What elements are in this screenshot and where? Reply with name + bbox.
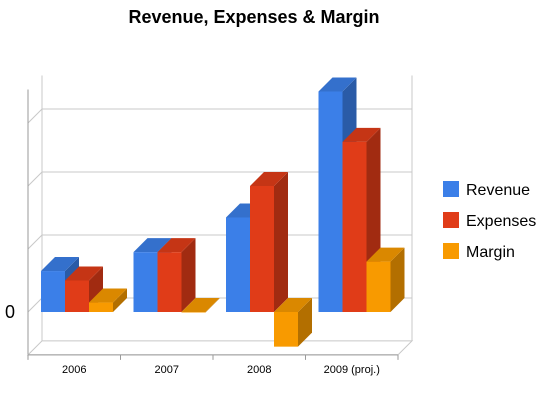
- bar-top: [318, 77, 357, 92]
- bar-front: [226, 217, 250, 312]
- legend-swatch: [443, 212, 459, 228]
- floor: [26, 340, 414, 356]
- bar-front: [250, 186, 274, 312]
- x-tick-label: 2007: [155, 364, 179, 376]
- axes: [26, 89, 414, 360]
- bar-top: [274, 298, 312, 312]
- bar-front: [181, 312, 206, 313]
- bar-front: [342, 141, 367, 312]
- bar: [157, 238, 196, 312]
- bar-side: [298, 298, 312, 347]
- chart-title: Revenue, Expenses & Margin: [128, 7, 379, 27]
- bar-side: [113, 288, 127, 312]
- bar-top: [157, 238, 196, 253]
- bar-top: [89, 288, 127, 303]
- bar: [89, 288, 127, 312]
- x-tick-labels: 2006 2007 2008 2009 (proj.): [62, 364, 380, 376]
- legend-label: Margin: [466, 244, 515, 261]
- bar-top: [250, 172, 288, 186]
- bar-side: [274, 172, 288, 312]
- bar-top: [181, 298, 220, 312]
- x-tick-label: 2009 (proj.): [324, 364, 380, 376]
- legend-label: Expenses: [466, 213, 536, 230]
- y-zero-label: 0: [5, 302, 15, 322]
- bar: [274, 298, 312, 347]
- bar-front: [157, 252, 182, 312]
- bar: [366, 247, 405, 312]
- bar-top: [133, 238, 172, 253]
- legend-label: Revenue: [466, 182, 530, 199]
- bar: [250, 172, 288, 312]
- legend-swatch: [443, 181, 459, 197]
- bar-top: [366, 247, 405, 262]
- bars: [41, 77, 405, 347]
- x-tick-label: 2008: [247, 364, 271, 376]
- bar-side: [390, 247, 405, 312]
- bar-front: [318, 91, 343, 312]
- bar-front: [41, 271, 65, 312]
- bar: [181, 298, 220, 313]
- bar-top: [65, 266, 103, 281]
- x-tick-label: 2006: [62, 364, 86, 376]
- legend: Revenue Expenses Margin: [443, 181, 536, 261]
- bar-top: [342, 127, 381, 142]
- bar-front: [65, 280, 89, 312]
- bar-front: [133, 252, 158, 312]
- bar-front: [274, 312, 298, 347]
- bar-front: [89, 302, 113, 312]
- bar-top: [41, 257, 79, 272]
- legend-swatch: [443, 243, 459, 259]
- bar-front: [366, 261, 391, 312]
- bar-side: [205, 298, 220, 313]
- bar-side: [181, 238, 196, 312]
